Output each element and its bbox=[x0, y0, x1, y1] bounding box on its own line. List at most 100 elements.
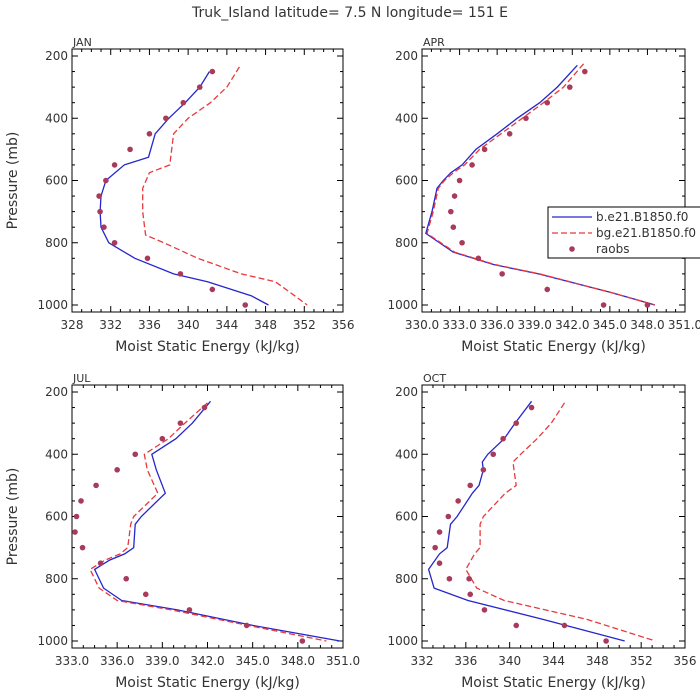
x-tick-label: 332 bbox=[411, 654, 434, 668]
y-tick-label: 200 bbox=[395, 49, 418, 63]
raobs-point bbox=[97, 208, 103, 215]
raobs-point bbox=[456, 177, 463, 184]
y-tick-label: 800 bbox=[45, 572, 68, 586]
y-tick-label: 800 bbox=[395, 236, 418, 250]
raobs-point bbox=[72, 529, 78, 535]
raobs-point bbox=[459, 239, 465, 246]
x-tick-label: 340 bbox=[498, 654, 521, 668]
x-axis-label: Moist Static Energy (kJ/kg) bbox=[115, 339, 300, 355]
x-tick-label: 351.0 bbox=[668, 318, 700, 332]
x-tick-label: 333.0 bbox=[55, 654, 89, 668]
series-line-bg-model bbox=[142, 66, 308, 306]
x-tick-label: 348.0 bbox=[630, 318, 664, 332]
panel-oct: 332 336 340 344 348 352 356 200 400 600 800 1000 OCT… bbox=[387, 372, 696, 691]
x-tick-label: 330.0 bbox=[405, 318, 439, 332]
raobs-point bbox=[523, 115, 529, 122]
x-tick-label: 339.0 bbox=[518, 318, 552, 332]
raobs-point bbox=[480, 467, 487, 473]
raobs-point bbox=[73, 513, 80, 520]
raobs-point bbox=[451, 193, 458, 199]
x-tick-label: 339.0 bbox=[145, 654, 179, 668]
y-tick-label: 600 bbox=[395, 174, 418, 188]
raobs-point bbox=[506, 131, 513, 137]
raobs-point bbox=[644, 302, 651, 308]
raobs-point bbox=[466, 575, 472, 582]
x-tick-label: 344 bbox=[542, 654, 565, 668]
raobs-point bbox=[448, 208, 454, 215]
series-line-bg-model bbox=[426, 63, 656, 306]
raobs-point bbox=[177, 271, 184, 277]
x-axis-label: Moist Static Energy (kJ/kg) bbox=[115, 675, 300, 691]
y-tick-label: 600 bbox=[45, 510, 68, 524]
raobs-point bbox=[159, 435, 166, 442]
x-tick-label: 336.0 bbox=[100, 654, 134, 668]
raobs-point bbox=[481, 607, 488, 613]
raobs-point bbox=[582, 68, 588, 75]
raobs-point bbox=[432, 544, 438, 551]
raobs-point bbox=[445, 513, 452, 520]
raobs-point bbox=[127, 146, 133, 153]
raobs-point bbox=[111, 239, 118, 246]
plot-area bbox=[427, 400, 656, 644]
x-tick-label: 328 bbox=[61, 318, 84, 332]
raobs-point bbox=[142, 591, 149, 598]
raobs-point bbox=[499, 271, 505, 277]
raobs-point bbox=[101, 224, 107, 230]
x-tick-label: 351.0 bbox=[326, 654, 360, 668]
y-tick-label: 200 bbox=[45, 49, 68, 63]
raobs-point bbox=[481, 146, 488, 153]
x-tick-label: 356 bbox=[332, 318, 355, 332]
raobs-point bbox=[177, 420, 184, 426]
raobs-point bbox=[561, 622, 568, 629]
raobs-point bbox=[114, 467, 120, 473]
legend-marker-dot bbox=[569, 246, 575, 252]
y-tick-label: 600 bbox=[395, 510, 418, 524]
series-line-b-model bbox=[93, 400, 341, 642]
raobs-point bbox=[96, 193, 102, 199]
x-tick-label: 336 bbox=[454, 654, 477, 668]
y-tick-label: 400 bbox=[395, 447, 418, 461]
panel-apr: 330.0 333.0 336.0 339.0 342.0 345.0 348.0 351.0… bbox=[387, 36, 700, 355]
legend-entry-label: raobs bbox=[596, 242, 630, 256]
raobs-point bbox=[97, 560, 104, 566]
raobs-point bbox=[467, 482, 474, 489]
raobs-point bbox=[299, 638, 306, 644]
raobs-point bbox=[209, 68, 216, 75]
raobs-point bbox=[111, 162, 118, 168]
raobs-point bbox=[544, 99, 551, 106]
series-line-b-model bbox=[425, 64, 656, 306]
x-tick-label: 352 bbox=[630, 654, 653, 668]
x-tick-label: 336.0 bbox=[480, 318, 514, 332]
x-axis-label: Moist Static Energy (kJ/kg) bbox=[461, 675, 646, 691]
x-tick-label: 356 bbox=[674, 654, 697, 668]
y-tick-label: 1000 bbox=[387, 634, 418, 648]
x-axis-label: Moist Static Energy (kJ/kg) bbox=[461, 339, 646, 355]
raobs-point bbox=[436, 529, 443, 535]
raobs-point bbox=[144, 255, 151, 262]
raobs-point bbox=[146, 131, 153, 137]
x-tick-label: 345.0 bbox=[235, 654, 269, 668]
y-tick-label: 400 bbox=[45, 447, 68, 461]
plot-frame bbox=[71, 48, 344, 313]
figure-title: Truk_Island latitude= 7.5 N longitude= 1… bbox=[191, 5, 508, 21]
legend: b.e21.B1850.f0 bg.e21.B1850.f0 raobs bbox=[547, 206, 700, 259]
raobs-point bbox=[469, 162, 475, 168]
panel-month-label: JAN bbox=[72, 36, 92, 49]
raobs-point bbox=[180, 99, 187, 106]
raobs-point bbox=[450, 224, 457, 230]
raobs-point bbox=[490, 451, 497, 458]
raobs-point bbox=[603, 638, 609, 644]
y-tick-label: 800 bbox=[45, 236, 68, 250]
x-tick-label: 345.0 bbox=[593, 318, 627, 332]
raobs-point bbox=[196, 84, 203, 90]
raobs-point bbox=[243, 622, 250, 629]
raobs-point bbox=[513, 420, 520, 426]
y-tick-label: 400 bbox=[395, 111, 418, 125]
y-tick-label: 200 bbox=[395, 385, 418, 399]
plot-area bbox=[96, 66, 308, 308]
panel-month-label: OCT bbox=[423, 372, 446, 385]
legend-entry-label: bg.e21.B1850.f0 bbox=[596, 226, 696, 240]
raobs-point bbox=[186, 607, 193, 613]
y-tick-label: 1000 bbox=[387, 298, 418, 312]
raobs-point bbox=[78, 498, 84, 504]
